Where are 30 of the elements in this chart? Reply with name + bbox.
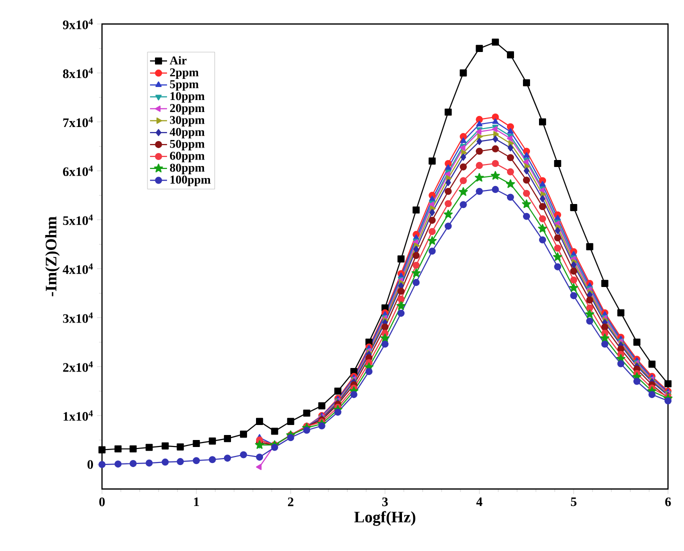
legend-label: 2ppm [170,68,199,79]
legend-label: 50ppm [170,140,205,150]
y-tick-label: 3x10$^{4}$ [63,312,93,323]
y-tick-label: 7x10$^{4}$ [63,116,93,128]
legend-label: Air [170,56,187,64]
legend-label: 60ppm [170,152,205,162]
x-tick-label: 6 [665,498,671,506]
legend-label: 10ppm [170,92,205,103]
x-axis-title: Logf(Hz) [354,511,416,526]
legend-label: 5ppm [170,80,199,91]
x-tick-label: 0 [99,498,105,506]
legend-label: 20ppm [170,104,205,115]
y-tick-label: 5x10$^{4}$ [63,214,93,226]
y-tick-label: 0 [88,460,94,469]
x-tick-label: 5 [570,497,576,506]
x-tick-label: 4 [476,497,482,506]
x-tick-label: 2 [288,498,294,506]
y-tick-label: 8x10$^{4}$ [63,68,93,78]
y-tick-label: 4x10$^{4}$ [62,264,93,274]
y-tick-label: 9x10$^{4}$ [62,18,93,30]
x-tick-label: 1 [194,498,199,506]
y-tick-label: 2x10$^{4}$ [63,361,93,372]
legend-label: 40ppm [170,128,205,138]
legend-label: 80ppm [170,164,205,174]
legend-label: 100ppm [170,176,211,186]
legend-label: 30ppm [170,116,205,126]
y-tick-label: 6x10$^{4}$ [63,166,93,176]
y-tick-label: 1x10$^{4}$ [64,410,93,421]
x-tick-label: 3 [382,498,388,506]
y-axis-title: -Im(Z)Ohm [45,216,60,296]
